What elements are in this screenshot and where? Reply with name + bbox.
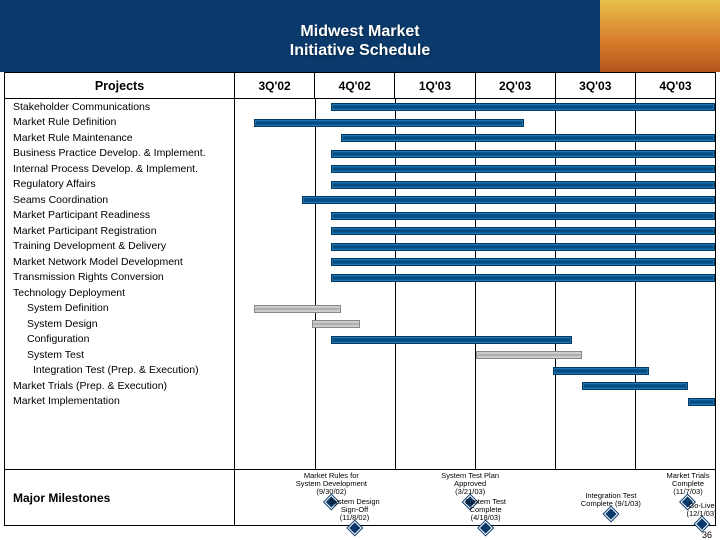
quarter-header: 2Q'03 bbox=[476, 73, 556, 99]
gantt-bar bbox=[331, 336, 572, 344]
project-label: Market Network Model Development bbox=[5, 254, 234, 270]
milestone-diamond-icon bbox=[696, 518, 707, 529]
gantt-bar bbox=[341, 134, 715, 142]
title-line-2: Initiative Schedule bbox=[290, 41, 430, 60]
gantt-bar bbox=[331, 258, 715, 266]
gantt-bar bbox=[254, 305, 341, 313]
project-label: Market Rule Definition bbox=[5, 115, 234, 131]
column-header-row: Projects 3Q'02 4Q'02 1Q'03 2Q'03 3Q'03 4… bbox=[5, 73, 715, 99]
quarter-header: 4Q'03 bbox=[636, 73, 715, 99]
gantt-bar bbox=[302, 196, 715, 204]
gantt-bars bbox=[235, 99, 715, 469]
gantt-bar bbox=[331, 103, 715, 111]
gantt-bar bbox=[331, 150, 715, 158]
gantt-bar bbox=[312, 320, 360, 328]
gantt-bar bbox=[688, 398, 715, 406]
projects-header: Projects bbox=[5, 73, 235, 99]
project-label: Market Implementation bbox=[5, 394, 234, 410]
gantt-bar bbox=[331, 243, 715, 251]
project-label: Stakeholder Communications bbox=[5, 99, 234, 115]
project-label: Internal Process Develop. & Implement. bbox=[5, 161, 234, 177]
gantt-bar bbox=[331, 227, 715, 235]
project-label: Business Practice Develop. & Implement. bbox=[5, 146, 234, 162]
project-label: Configuration bbox=[5, 332, 234, 348]
quarter-header: 3Q'03 bbox=[556, 73, 636, 99]
quarter-header: 4Q'02 bbox=[315, 73, 395, 99]
project-label: System Definition bbox=[5, 301, 234, 317]
project-label: System Design bbox=[5, 316, 234, 332]
title-line-1: Midwest Market bbox=[300, 22, 419, 41]
slide-number: 36 bbox=[702, 530, 712, 540]
milestone: Integration TestComplete (9/1/03) bbox=[581, 492, 641, 518]
gantt-chart-area bbox=[235, 99, 715, 469]
project-label: Regulatory Affairs bbox=[5, 177, 234, 193]
gantt-bar bbox=[582, 382, 688, 390]
project-labels-column: Stakeholder CommunicationsMarket Rule De… bbox=[5, 99, 235, 469]
project-label: Market Trials (Prep. & Execution) bbox=[5, 378, 234, 394]
milestone: System TestComplete(4/18/03) bbox=[465, 498, 506, 532]
schedule-table: Projects 3Q'02 4Q'02 1Q'03 2Q'03 3Q'03 4… bbox=[4, 72, 716, 526]
milestone-diamond-icon bbox=[349, 522, 360, 533]
project-label: Market Participant Readiness bbox=[5, 208, 234, 224]
milestone: Go-Live(12/1/03) bbox=[686, 502, 716, 528]
project-label: Market Rule Maintenance bbox=[5, 130, 234, 146]
project-label: Integration Test (Prep. & Execution) bbox=[5, 363, 234, 379]
project-label: System Test bbox=[5, 347, 234, 363]
slide-title: Midwest Market Initiative Schedule bbox=[0, 0, 720, 72]
gantt-bar bbox=[331, 274, 715, 282]
gantt-bar bbox=[331, 181, 715, 189]
gantt-bar bbox=[476, 351, 582, 359]
milestones-label: Major Milestones bbox=[5, 470, 235, 525]
project-label: Market Participant Registration bbox=[5, 223, 234, 239]
gantt-bar bbox=[331, 212, 715, 220]
project-label: Seams Coordination bbox=[5, 192, 234, 208]
project-label: Technology Deployment bbox=[5, 285, 234, 301]
quarter-header: 3Q'02 bbox=[235, 73, 315, 99]
project-label: Transmission Rights Conversion bbox=[5, 270, 234, 286]
milestones-row: Major Milestones Market Rules forSystem … bbox=[5, 469, 715, 525]
gantt-bar bbox=[331, 165, 715, 173]
milestone: System DesignSign-Off(11/8/02) bbox=[329, 498, 379, 532]
milestones-area: Market Rules forSystem Development(9/30/… bbox=[235, 470, 715, 525]
gantt-bar bbox=[553, 367, 649, 375]
quarter-header: 1Q'03 bbox=[395, 73, 475, 99]
milestone-diamond-icon bbox=[605, 508, 616, 519]
gantt-bar bbox=[254, 119, 524, 127]
milestone-diamond-icon bbox=[480, 522, 491, 533]
gantt-body: Stakeholder CommunicationsMarket Rule De… bbox=[5, 99, 715, 469]
project-label: Training Development & Delivery bbox=[5, 239, 234, 255]
